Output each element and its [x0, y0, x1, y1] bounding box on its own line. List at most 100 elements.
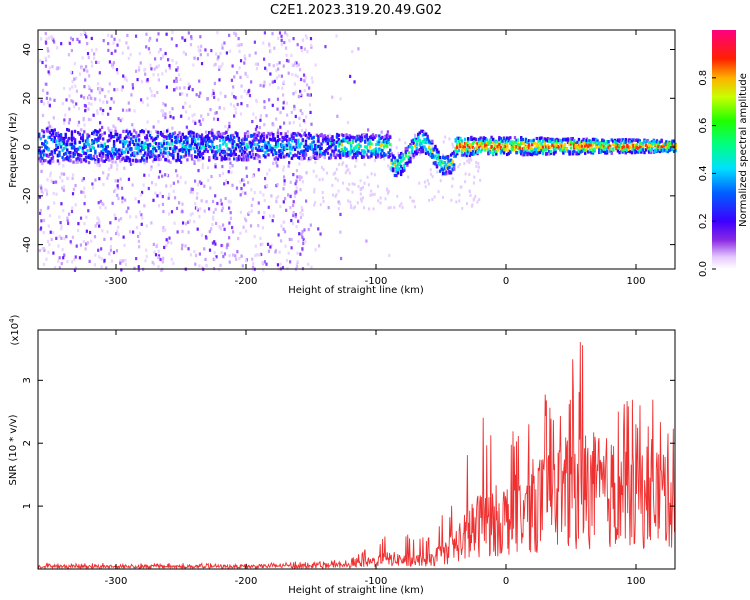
- spectrogram-cell: [217, 55, 220, 59]
- spectrogram-cell: [313, 203, 316, 207]
- spectrogram-cell: [62, 188, 65, 192]
- spectrogram-cell: [321, 139, 325, 143]
- spectrogram-cell: [435, 148, 439, 152]
- spectrogram-cell: [309, 145, 312, 149]
- spectrogram-cell: [218, 144, 222, 148]
- spectrogram-cell: [308, 103, 312, 107]
- spectrogram-cell: [296, 264, 299, 268]
- spectrogram-cell: [176, 152, 180, 156]
- spectrogram-cell: [161, 152, 164, 156]
- spectrogram-cell: [87, 134, 91, 138]
- spectrogram-cell: [233, 153, 236, 157]
- spectrogram-cell: [152, 198, 155, 202]
- spectrogram-cell: [309, 37, 313, 41]
- spectrogram-cell: [252, 112, 255, 116]
- spectrogram-cell: [213, 81, 216, 86]
- spectrogram-cell: [571, 150, 574, 154]
- spectrogram-cell: [618, 151, 621, 155]
- spectrogram-cell: [331, 135, 334, 139]
- spectrogram-cell: [521, 141, 524, 145]
- spectrogram-cell: [227, 170, 230, 174]
- spectrogram-cell: [264, 139, 267, 143]
- spectrogram-cell: [545, 148, 548, 152]
- spectrogram-cell: [282, 165, 286, 169]
- spectrogram-cell: [467, 137, 470, 141]
- spectrogram-cell: [181, 132, 184, 136]
- spectrogram-cell: [299, 109, 302, 113]
- spectrogram-cell: [158, 146, 161, 150]
- spectrogram-cell: [55, 147, 58, 152]
- spectrogram-cell: [476, 200, 479, 204]
- spectrogram-cell: [135, 153, 139, 157]
- spectrogram-cell: [387, 164, 390, 168]
- spectrogram-cell: [55, 180, 58, 184]
- spectrogram-cell: [214, 154, 217, 158]
- spectrogram-cell: [562, 144, 565, 148]
- spectrogram-cell: [506, 136, 509, 140]
- spectrogram-cell: [115, 68, 119, 72]
- spectrogram-cell: [560, 149, 563, 153]
- spectrogram-cell: [231, 152, 234, 156]
- spectrogram-cell: [356, 144, 359, 148]
- spectrogram-cell: [248, 151, 251, 155]
- spectrogram-cell: [286, 152, 289, 157]
- spectrogram-cell: [279, 262, 282, 266]
- spectrogram-cell: [392, 162, 395, 166]
- spectrogram-cell: [255, 125, 259, 129]
- spectrogram-cell: [116, 87, 119, 92]
- spectrogram-cell: [178, 86, 181, 90]
- spectrogram-cell: [501, 149, 504, 153]
- spectrogram-cell: [152, 242, 155, 246]
- spectrogram-cell: [364, 145, 367, 149]
- spectrogram-frame: [37, 29, 676, 270]
- spectrogram-cell: [181, 142, 184, 146]
- spectrogram-x-label: Height of straight line (km): [288, 285, 424, 296]
- spectrogram-cell: [535, 150, 539, 154]
- spectrogram-cell: [591, 139, 595, 143]
- spectrogram-cell: [560, 139, 563, 143]
- spectrogram-cell: [654, 140, 657, 145]
- spectrogram-cell: [217, 134, 220, 138]
- spectrogram-cell: [479, 136, 482, 140]
- spectrogram-cell: [477, 145, 481, 149]
- spectrogram-cell: [203, 209, 206, 213]
- spectrogram-cell: [352, 206, 355, 210]
- spectrogram-cell: [161, 72, 164, 76]
- spectrogram-cell: [175, 76, 178, 81]
- spectrogram-cell: [201, 118, 205, 122]
- spectrogram-cell: [521, 149, 524, 153]
- spectrogram-cell: [261, 261, 264, 265]
- spectrogram-cell: [663, 144, 666, 148]
- spectrogram-cell: [161, 109, 165, 113]
- spectrogram-cell: [281, 265, 285, 270]
- spectrogram-cell: [301, 153, 305, 157]
- spectrogram-cell: [109, 248, 113, 252]
- spectrogram-cell: [334, 135, 337, 139]
- spectrogram-cell: [251, 119, 254, 124]
- spectrogram-cell: [337, 142, 340, 146]
- spectrogram-cell: [179, 155, 183, 159]
- spectrogram-cell: [56, 153, 60, 157]
- spectrogram-cell: [96, 163, 99, 167]
- spectrogram-cell: [159, 142, 163, 146]
- spectrogram-cell: [155, 155, 158, 159]
- spectrogram-cell: [164, 137, 167, 141]
- spectrogram-cell: [403, 156, 406, 161]
- spectrogram-cell: [166, 154, 170, 158]
- spectrogram-cell: [320, 165, 323, 169]
- spectrogram-cell: [200, 146, 203, 150]
- spectrogram-cell: [303, 228, 306, 232]
- spectrogram-cell: [127, 56, 130, 61]
- spectrogram-cell: [277, 67, 280, 71]
- spectrogram-cell: [42, 142, 46, 147]
- spectrogram-cell: [237, 37, 240, 41]
- spectrogram-cell: [137, 265, 140, 269]
- spectrogram-cell: [537, 146, 540, 150]
- spectrogram-cell: [471, 137, 475, 142]
- spectrogram-cell: [493, 142, 496, 146]
- spectrogram-cell: [370, 142, 373, 146]
- spectrogram-cell: [126, 131, 130, 136]
- spectrogram-cell: [387, 206, 390, 210]
- spectrogram-cell: [64, 132, 67, 136]
- spectrogram-cell: [87, 209, 90, 213]
